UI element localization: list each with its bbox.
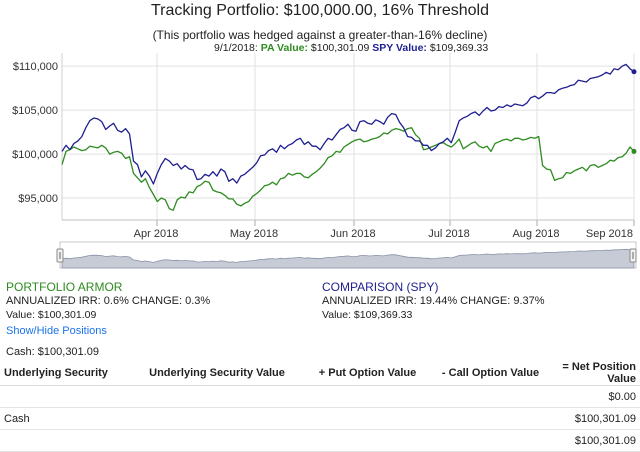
y-tick-label: $100,000 [12,149,58,161]
x-tick-label: Jun 2018 [330,228,375,240]
cell-put-value [306,429,429,452]
value-summary-line: 9/1/2018: PA Value: $100,301.09 SPY Valu… [214,42,488,54]
pa-value-line: Value: $100,301.09 [6,309,97,321]
x-tick-label: May 2018 [230,228,278,240]
cash-balance: Cash: $100,301.09 [6,346,99,358]
pa-value-label: PA Value: [260,42,308,54]
cell-put-value [306,407,429,430]
cell-call-value [429,385,552,408]
spy-value: $109,369.33 [429,42,489,54]
pa-summary: PORTFOLIO ARMOR ANNUALIZED IRR: 0.6% CHA… [6,280,210,322]
cell-put-value [306,385,429,408]
spy-irr: ANNUALIZED IRR: 19.44% CHANGE: 9.37% [322,295,545,307]
summary-date: 9/1/2018: [214,42,258,54]
y-tick-label: $110,000 [13,61,58,73]
x-tick-label: Aug 2018 [512,228,559,240]
cell-underlying-value [128,385,306,408]
cell-net-value: $100,301.09 [552,407,640,430]
cell-net-value: $100,301.09 [552,429,640,452]
range-navigator[interactable] [56,241,637,269]
gridlines [61,53,635,226]
y-tick-label: $95,000 [18,193,58,205]
pa-title: PORTFOLIO ARMOR [6,280,123,294]
col-underlying-value: Underlying Security Value [128,361,306,386]
pa-value: $100,301.09 [310,42,370,54]
x-tick-label: Jul 2018 [428,228,470,240]
cell-underlying-value [128,429,306,452]
spy-value-line [61,63,635,185]
col-net-value: = Net Position Value [552,361,640,386]
pa-value-line [61,127,635,211]
cell-underlying-value [128,407,306,430]
y-tick-label: $105,000 [12,105,58,117]
table-row: $0.00 [0,385,640,408]
x-axis-labels: Apr 2018 May 2018 Jun 2018 Jul 2018 Aug 2018… [134,228,633,240]
spy-value-label: SPY Value: [372,42,427,54]
series-lines [61,63,637,211]
line-chart: $110,000 $105,000 $100,000 $95,000 Apr 2018… [12,53,637,269]
col-call-value: - Call Option Value [429,361,552,386]
cell-net-value: $0.00 [552,385,640,408]
spy-end-marker [631,69,637,75]
col-put-value: + Put Option Value [306,361,429,386]
cell-call-value [429,407,552,430]
cell-security: Cash [0,407,128,430]
cell-security [0,385,128,408]
show-hide-positions-link[interactable]: Show/Hide Positions [6,325,107,337]
cell-call-value [429,429,552,452]
table-header-row: Underlying Security Underlying Security … [0,361,640,386]
x-tick-label: Apr 2018 [134,228,179,240]
spy-value-line: Value: $109,369.33 [322,309,413,321]
col-underlying-security: Underlying Security [0,361,128,386]
positions-table: Underlying Security Underlying Security … [0,361,640,452]
pa-end-marker [631,148,637,154]
pa-irr: ANNUALIZED IRR: 0.6% CHANGE: 0.3% [6,295,211,307]
chart-subtitle: (This portfolio was hedged against a gre… [152,28,488,42]
cell-security [0,429,128,452]
table-row: $100,301.09 [0,429,640,452]
chart-title: Tracking Portfolio: $100,000.00, 16% Thr… [151,2,489,19]
navigator-series-area [61,248,635,269]
spy-summary: COMPARISON (SPY) ANNUALIZED IRR: 19.44% … [322,280,545,322]
spy-title: COMPARISON (SPY) [322,280,439,294]
y-axis-labels: $110,000 $105,000 $100,000 $95,000 [12,61,58,205]
x-tick-label: Sep 2018 [586,228,633,240]
table-row: Cash $100,301.09 [0,407,640,430]
